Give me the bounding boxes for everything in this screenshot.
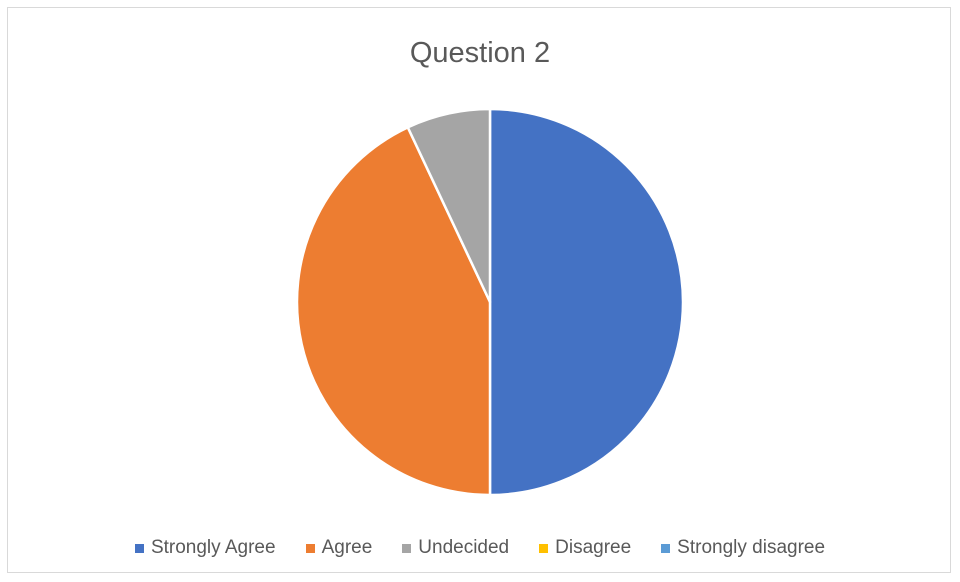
legend-item-agree: Agree — [305, 537, 373, 559]
legend-swatch — [661, 543, 671, 553]
legend-swatch — [539, 543, 549, 553]
legend-item-strongly-agree: Strongly Agree — [134, 537, 276, 559]
pie-slice-agree — [295, 126, 492, 497]
legend-item-undecided: Undecided — [402, 537, 509, 559]
pie-slice-strongly-agree — [488, 107, 685, 497]
legend-label: Strongly Agree — [150, 537, 276, 558]
legend-item-disagree: Disagree — [539, 537, 631, 559]
chart-legend: Strongly Agree Agree Undecided Disagree Stro… — [0, 535, 960, 561]
legend-label: Undecided — [418, 537, 510, 558]
legend-label: Agree — [321, 537, 373, 558]
legend-swatch — [402, 543, 412, 553]
legend-label: Strongly disagree — [677, 537, 826, 558]
legend-label: Disagree — [555, 537, 632, 558]
legend-swatch — [134, 543, 144, 553]
legend-swatch — [305, 543, 315, 553]
pie-slice-undecided — [406, 107, 492, 304]
chart-title: Question 2 — [409, 37, 551, 69]
legend-item-strongly-disagree: Strongly disagree — [661, 537, 825, 559]
